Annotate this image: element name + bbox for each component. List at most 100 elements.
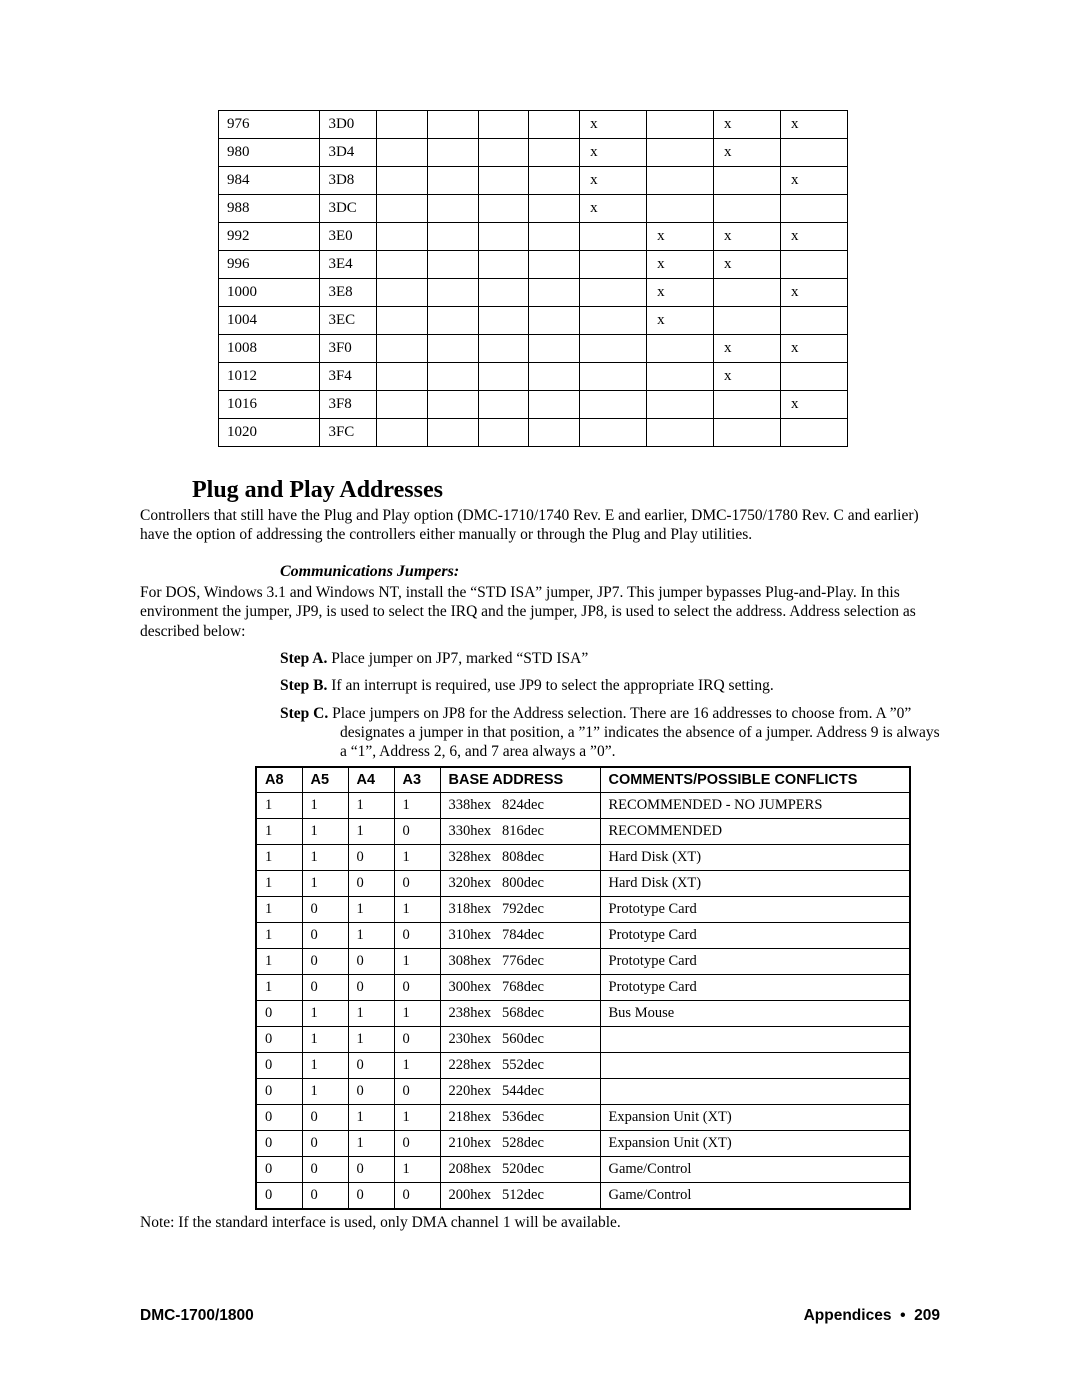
cell-mark: x: [714, 363, 781, 391]
cell-a5: 0: [302, 1105, 348, 1131]
cell-a8: 0: [256, 1079, 302, 1105]
footer-right: Appendices • 209: [804, 1307, 940, 1325]
cell-mark: [377, 111, 428, 139]
table-row: 0000200hex 512decGame/Control: [256, 1183, 910, 1210]
cell-mark: x: [647, 223, 714, 251]
cell-comment: RECOMMENDED: [600, 819, 910, 845]
cell-mark: [529, 419, 580, 447]
cell-a5: 0: [302, 1131, 348, 1157]
cell-comment: Hard Disk (XT): [600, 871, 910, 897]
cell-mark: x: [714, 139, 781, 167]
cell-mark: [427, 251, 478, 279]
cell-mark: [647, 139, 714, 167]
cell-mark: [529, 223, 580, 251]
section-heading: Plug and Play Addresses: [192, 477, 940, 504]
step-b-text: If an interrupt is required, use JP9 to …: [327, 677, 773, 694]
table-row: 10123F4x: [219, 363, 848, 391]
cell-mark: [377, 363, 428, 391]
cell-base: 220hex 544dec: [440, 1079, 600, 1105]
cell-mark: x: [780, 391, 847, 419]
cell-base: 318hex 792dec: [440, 897, 600, 923]
cell-mark: [529, 195, 580, 223]
cell-mark: [714, 195, 781, 223]
cell-mark: [478, 167, 529, 195]
footer-section: Appendices: [804, 1307, 892, 1324]
cell-mark: [478, 391, 529, 419]
cell-a4: 1: [348, 923, 394, 949]
cell-mark: x: [580, 111, 647, 139]
comm-jumpers-subhead: Communications Jumpers:: [280, 563, 940, 581]
cell-mark: [427, 111, 478, 139]
cell-mark: [377, 195, 428, 223]
cell-mark: [529, 139, 580, 167]
cell-a4: 1: [348, 793, 394, 819]
cell-mark: [780, 419, 847, 447]
cell-hex: 3E4: [320, 251, 377, 279]
cell-a4: 0: [348, 845, 394, 871]
cell-mark: x: [647, 251, 714, 279]
cell-dec: 980: [219, 139, 320, 167]
table-row: 9763D0xxx: [219, 111, 848, 139]
cell-mark: [780, 251, 847, 279]
cell-base: 320hex 800dec: [440, 871, 600, 897]
cell-comment: Hard Disk (XT): [600, 845, 910, 871]
cell-mark: [580, 223, 647, 251]
cell-dec: 1016: [219, 391, 320, 419]
cell-mark: [714, 391, 781, 419]
cell-a8: 0: [256, 1183, 302, 1210]
cell-a5: 1: [302, 1027, 348, 1053]
cell-mark: [714, 167, 781, 195]
cell-mark: x: [714, 223, 781, 251]
table-row: 9923E0xxx: [219, 223, 848, 251]
cell-mark: [647, 335, 714, 363]
cell-mark: [714, 307, 781, 335]
cell-mark: [478, 195, 529, 223]
cell-a4: 0: [348, 1183, 394, 1210]
cell-a4: 0: [348, 1079, 394, 1105]
cell-mark: x: [714, 111, 781, 139]
cell-base: 310hex 784dec: [440, 923, 600, 949]
cell-base: 230hex 560dec: [440, 1027, 600, 1053]
comm-jumpers-paragraph: For DOS, Windows 3.1 and Windows NT, ins…: [140, 583, 940, 641]
cell-mark: [647, 363, 714, 391]
col-header: COMMENTS/POSSIBLE CONFLICTS: [600, 767, 910, 793]
cell-mark: x: [780, 223, 847, 251]
cell-a8: 1: [256, 897, 302, 923]
table-row: 1111338hex 824decRECOMMENDED - NO JUMPER…: [256, 793, 910, 819]
cell-a3: 1: [394, 1053, 440, 1079]
cell-mark: [427, 223, 478, 251]
cell-a5: 1: [302, 871, 348, 897]
cell-mark: [529, 167, 580, 195]
table-row: 1001308hex 776decPrototype Card: [256, 949, 910, 975]
table-row: 10003E8xx: [219, 279, 848, 307]
cell-mark: [427, 335, 478, 363]
step-c-label: Step C.: [280, 705, 328, 722]
cell-mark: [780, 139, 847, 167]
note-text: Note: If the standard interface is used,…: [140, 1214, 940, 1232]
cell-hex: 3D4: [320, 139, 377, 167]
cell-hex: 3EC: [320, 307, 377, 335]
table-row: 0010210hex 528decExpansion Unit (XT): [256, 1131, 910, 1157]
cell-comment: Game/Control: [600, 1183, 910, 1210]
cell-a5: 1: [302, 819, 348, 845]
cell-comment: [600, 1079, 910, 1105]
cell-mark: x: [780, 335, 847, 363]
cell-mark: [478, 223, 529, 251]
cell-mark: [647, 111, 714, 139]
table-row: 0101228hex 552dec: [256, 1053, 910, 1079]
cell-a8: 1: [256, 975, 302, 1001]
cell-a8: 0: [256, 1053, 302, 1079]
cell-hex: 3FC: [320, 419, 377, 447]
cell-a3: 1: [394, 1157, 440, 1183]
cell-a5: 0: [302, 1157, 348, 1183]
cell-a5: 0: [302, 923, 348, 949]
cell-a5: 1: [302, 845, 348, 871]
intro-paragraph: Controllers that still have the Plug and…: [140, 506, 940, 545]
cell-a3: 0: [394, 871, 440, 897]
cell-comment: [600, 1053, 910, 1079]
cell-hex: 3F4: [320, 363, 377, 391]
cell-dec: 992: [219, 223, 320, 251]
cell-dec: 988: [219, 195, 320, 223]
cell-a5: 0: [302, 1183, 348, 1210]
cell-mark: [377, 167, 428, 195]
